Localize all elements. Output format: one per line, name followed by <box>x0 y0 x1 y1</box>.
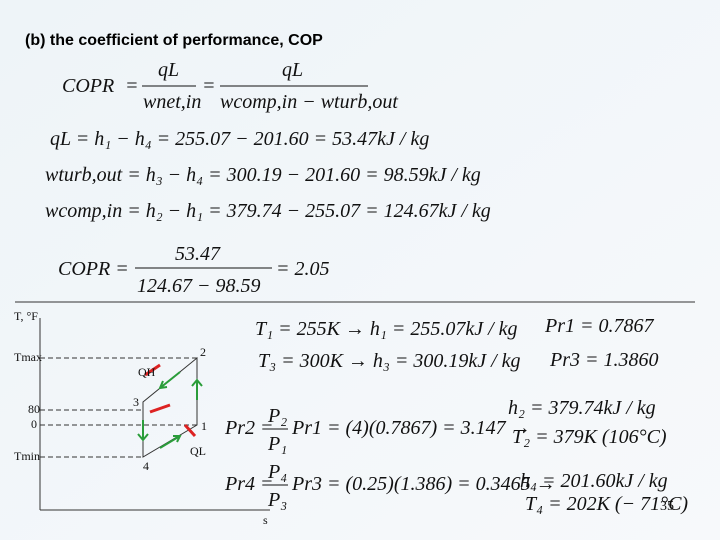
equation: Pr1 = 0.7867 <box>544 315 654 337</box>
heat-label: QH <box>138 365 156 379</box>
eq-text: COPR <box>62 75 114 97</box>
axis-label: T, °F <box>14 309 38 323</box>
point-label: 1 <box>201 419 207 433</box>
equation: T₄ = 202K (− 71°C) <box>525 493 688 515</box>
tick-label: 80 <box>28 402 40 416</box>
eq-text: qL <box>158 59 179 81</box>
equation: wcomp,in = h₂ − h₁ = 379.74 − 255.07 = 1… <box>45 200 491 222</box>
eq-text: = <box>202 75 216 97</box>
eq-text: P₃ <box>267 489 287 511</box>
equation: h₄ = 201.60kJ / kg <box>520 470 668 492</box>
eq-text: Pr1 = (4)(0.7867) = 3.147 → <box>291 417 531 439</box>
eq-text: wnet,in <box>143 91 201 113</box>
point-label: 2 <box>200 345 206 359</box>
eq-text: P₁ <box>267 433 287 455</box>
equation: T₂ = 379K (106°C) <box>512 426 667 448</box>
tick-label: 0 <box>31 417 37 431</box>
arrow <box>158 371 181 390</box>
heading: (b) the coefficient of performance, COP <box>25 32 323 49</box>
heat-label: QL <box>190 444 206 458</box>
cop-definition: COPR = qL wnet,in = qL wcomp,in − wturb,… <box>62 59 398 113</box>
equation: Pr3 = 1.3860 <box>549 349 659 371</box>
eq-text: Pr3 = (0.25)(1.386) = 0.3465 → <box>291 473 556 495</box>
arrow <box>137 420 149 442</box>
tick-label: Tmax <box>14 350 42 364</box>
point-label: 4 <box>143 459 149 473</box>
eq-text: Pr2 = <box>224 417 274 439</box>
page-number: 35 <box>660 499 674 514</box>
eq-text: wcomp,in − wturb,out <box>220 91 398 113</box>
eq-text: Pr4 = <box>224 473 274 495</box>
eq-text: 124.67 − 98.59 <box>137 275 261 297</box>
eq-text: 53.47 <box>175 243 221 265</box>
equation: h₂ = 379.74kJ / kg <box>508 397 656 419</box>
cop-result: COPR = 53.47 124.67 − 98.59 = 2.05 <box>58 243 330 297</box>
ts-diagram: T, °F Tmax 80 0 Tmin s 1 2 3 4 QH QL <box>14 309 270 527</box>
equation: wturb,out = h₃ − h₄ = 300.19 − 201.60 = … <box>45 164 481 186</box>
eq-text: P₂ <box>267 405 287 427</box>
equation: T₃ = 300K → h₃ = 300.19kJ / kg <box>258 350 521 372</box>
tick-label: Tmin <box>14 449 40 463</box>
eq-text: = <box>125 75 139 97</box>
point-label: 3 <box>133 395 139 409</box>
eq-text: P₄ <box>267 461 287 483</box>
eq-text: = 2.05 <box>276 258 330 280</box>
eq-text: qL <box>282 59 303 81</box>
arrow <box>191 378 203 400</box>
eq-text: COPR = <box>58 258 129 280</box>
equation: T₁ = 255K → h₁ = 255.07kJ / kg <box>255 318 518 340</box>
heat-arrow <box>144 363 171 414</box>
arrow <box>159 435 182 449</box>
heat-arrow <box>183 423 197 438</box>
equation: qL = h₁ − h₄ = 255.07 − 201.60 = 53.47kJ… <box>50 128 429 150</box>
axis-label: s <box>263 513 268 527</box>
